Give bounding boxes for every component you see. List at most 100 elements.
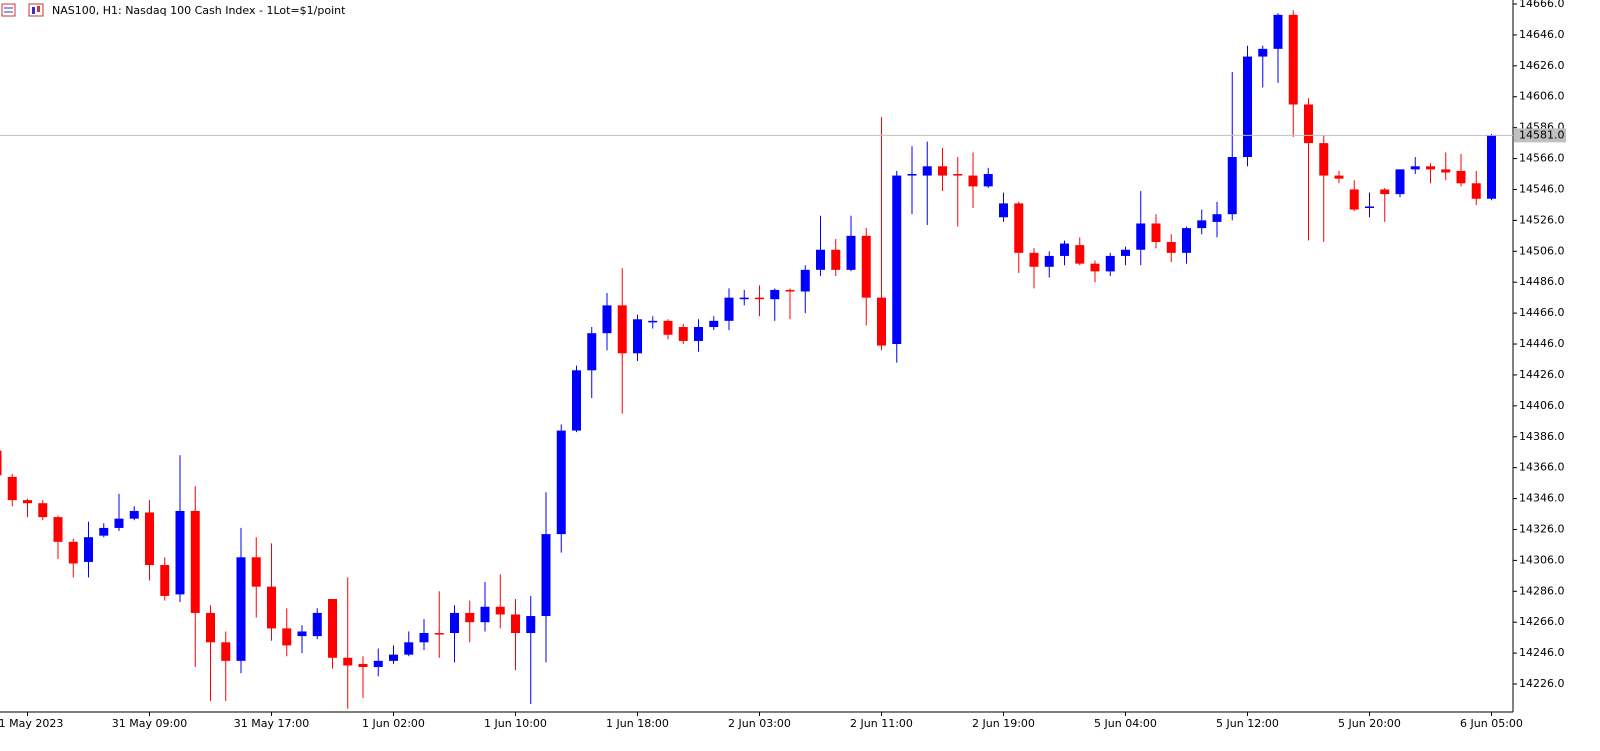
- y-tick-label: 14566.0: [1519, 152, 1565, 165]
- current-price-label: 14581.0: [1519, 128, 1565, 141]
- y-tick-label: 14546.0: [1519, 182, 1565, 195]
- candle-body: [114, 518, 124, 528]
- candle-body: [1227, 157, 1237, 215]
- icon: [37, 6, 40, 12]
- icon: [32, 7, 35, 14]
- candle-body: [38, 503, 48, 518]
- candle-body: [816, 249, 825, 270]
- candle-body: [968, 175, 978, 187]
- candle-body: [221, 642, 231, 661]
- candle-body: [1304, 104, 1313, 144]
- y-tick-label: 14426.0: [1519, 368, 1565, 381]
- candle-body: [1426, 166, 1435, 170]
- candle-body: [53, 517, 63, 542]
- candle-body: [190, 510, 200, 613]
- candle-body: [373, 660, 383, 668]
- candle-body: [1365, 206, 1374, 209]
- candle-body: [724, 297, 734, 321]
- y-tick-label: 14466.0: [1519, 306, 1565, 319]
- candle-body: [800, 269, 810, 292]
- x-tick-label: 1 Jun 18:00: [606, 717, 669, 730]
- candle-body: [739, 297, 749, 300]
- candle-body: [1075, 245, 1085, 264]
- candle-body: [785, 289, 795, 292]
- candle-body: [572, 370, 581, 431]
- candle-body: [84, 537, 93, 562]
- candle-body: [1380, 189, 1390, 195]
- candle-body: [251, 557, 261, 587]
- candle-body: [267, 586, 276, 629]
- candle-body: [602, 305, 612, 334]
- candle-body: [617, 305, 627, 354]
- candle-body: [694, 327, 703, 341]
- candle-body: [648, 320, 658, 323]
- candle-body: [0, 450, 2, 476]
- y-tick-label: 14386.0: [1519, 430, 1565, 443]
- candle-body: [1395, 169, 1405, 195]
- y-tick-label: 14246.0: [1519, 646, 1565, 659]
- candle-body: [1319, 143, 1329, 176]
- candle-body: [1105, 255, 1115, 272]
- y-tick-label: 14226.0: [1519, 677, 1565, 690]
- candle-body: [1410, 166, 1420, 170]
- y-tick-label: 14406.0: [1519, 399, 1565, 412]
- candle-body: [907, 174, 917, 176]
- candle-body: [495, 606, 505, 615]
- x-tick-label: 2 Jun 11:00: [850, 717, 913, 730]
- y-tick-label: 14626.0: [1519, 59, 1565, 72]
- candle-body: [1136, 223, 1146, 250]
- x-tick-label: 31 May 09:00: [112, 717, 187, 730]
- candle-body: [389, 654, 398, 661]
- y-tick-label: 14366.0: [1519, 461, 1565, 474]
- icon: [1, 3, 16, 17]
- y-tick-label: 14606.0: [1519, 90, 1565, 103]
- candle-body: [938, 166, 947, 176]
- candle-body: [450, 612, 459, 634]
- candle-body: [1044, 255, 1054, 267]
- y-tick-label: 14506.0: [1519, 244, 1565, 257]
- x-tick-label: 5 Jun 12:00: [1216, 717, 1279, 730]
- candle-body: [145, 512, 154, 566]
- x-tick-label: 6 Jun 05:00: [1460, 717, 1523, 730]
- candle-body: [7, 476, 17, 501]
- candle-body: [1212, 214, 1222, 222]
- candle-body: [770, 289, 780, 300]
- candle-body: [1121, 249, 1130, 256]
- candle-body: [877, 297, 886, 346]
- candle-body: [297, 631, 307, 637]
- candle-body: [1487, 135, 1496, 199]
- candle-body: [892, 175, 902, 345]
- candle-body: [282, 628, 292, 646]
- y-tick-label: 14446.0: [1519, 337, 1565, 350]
- candle-body: [206, 612, 215, 643]
- candle-body: [99, 527, 109, 536]
- candle-body: [434, 633, 444, 635]
- candle-body: [68, 541, 78, 564]
- candle-body: [709, 320, 719, 328]
- candle-body: [1060, 243, 1069, 256]
- candle-body: [587, 333, 597, 371]
- x-tick-label: 1 Jun 02:00: [362, 717, 425, 730]
- candle-body: [404, 642, 414, 655]
- candle-body: [846, 235, 856, 270]
- candle-body: [23, 500, 32, 504]
- candle-body: [755, 297, 764, 300]
- candle-body: [861, 235, 871, 298]
- candle-body: [983, 174, 993, 187]
- y-tick-label: 14266.0: [1519, 615, 1565, 628]
- candle-body: [312, 612, 322, 637]
- candle-body: [1471, 183, 1481, 199]
- current-price-box: [1514, 128, 1566, 143]
- candle-body: [1197, 220, 1207, 229]
- candle-body: [160, 565, 170, 596]
- candle-body: [1349, 189, 1359, 210]
- candle-body: [1258, 48, 1268, 57]
- candle-body: [1456, 170, 1466, 184]
- y-tick-label: 14486.0: [1519, 275, 1565, 288]
- candle-body: [541, 534, 551, 617]
- candle-body: [511, 614, 520, 634]
- candle-body: [633, 319, 642, 354]
- candle-body: [1243, 56, 1252, 158]
- candle-body: [1151, 223, 1161, 243]
